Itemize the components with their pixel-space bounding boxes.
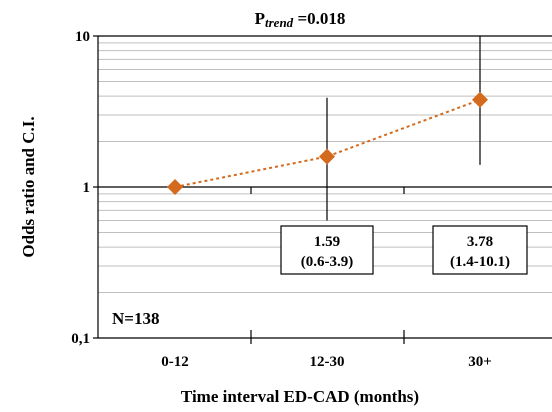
x-tick-label: 0-12 [161, 354, 189, 370]
y-tick-label: 0,1 [71, 331, 90, 347]
annotations: 1.59 (0.6-3.9) 3.78 (1.4-10.1) [280, 225, 528, 275]
data-point-marker [472, 91, 488, 108]
annotation-box [280, 225, 374, 275]
annotation-box [432, 225, 528, 275]
annotation-ci: (1.4-10.1) [450, 254, 510, 270]
x-tick-label: 12-30 [310, 354, 345, 370]
chart-title: Ptrend =0.018 [255, 9, 346, 30]
y-axis-label: Odds ratio and C.I. [19, 116, 38, 257]
x-tick-labels: 0-12 12-30 30+ [161, 354, 492, 370]
markers [167, 91, 488, 195]
x-axis-label: Time interval ED-CAD (months) [181, 387, 419, 406]
grid [98, 35, 552, 294]
annotation-ci: (0.6-3.9) [301, 254, 354, 270]
annotation-value: 3.78 [467, 234, 493, 250]
y-tick-label: 10 [75, 29, 90, 45]
x-tick-label: 30+ [468, 354, 492, 370]
annotation-value: 1.59 [314, 234, 340, 250]
data-point-marker [319, 148, 335, 165]
y-tick-labels: 0,1 1 10 [71, 29, 98, 347]
y-tick-label: 1 [83, 180, 91, 196]
x-ticks [250, 187, 405, 344]
data-point-marker [167, 179, 183, 195]
sample-size: N=138 [112, 309, 159, 328]
